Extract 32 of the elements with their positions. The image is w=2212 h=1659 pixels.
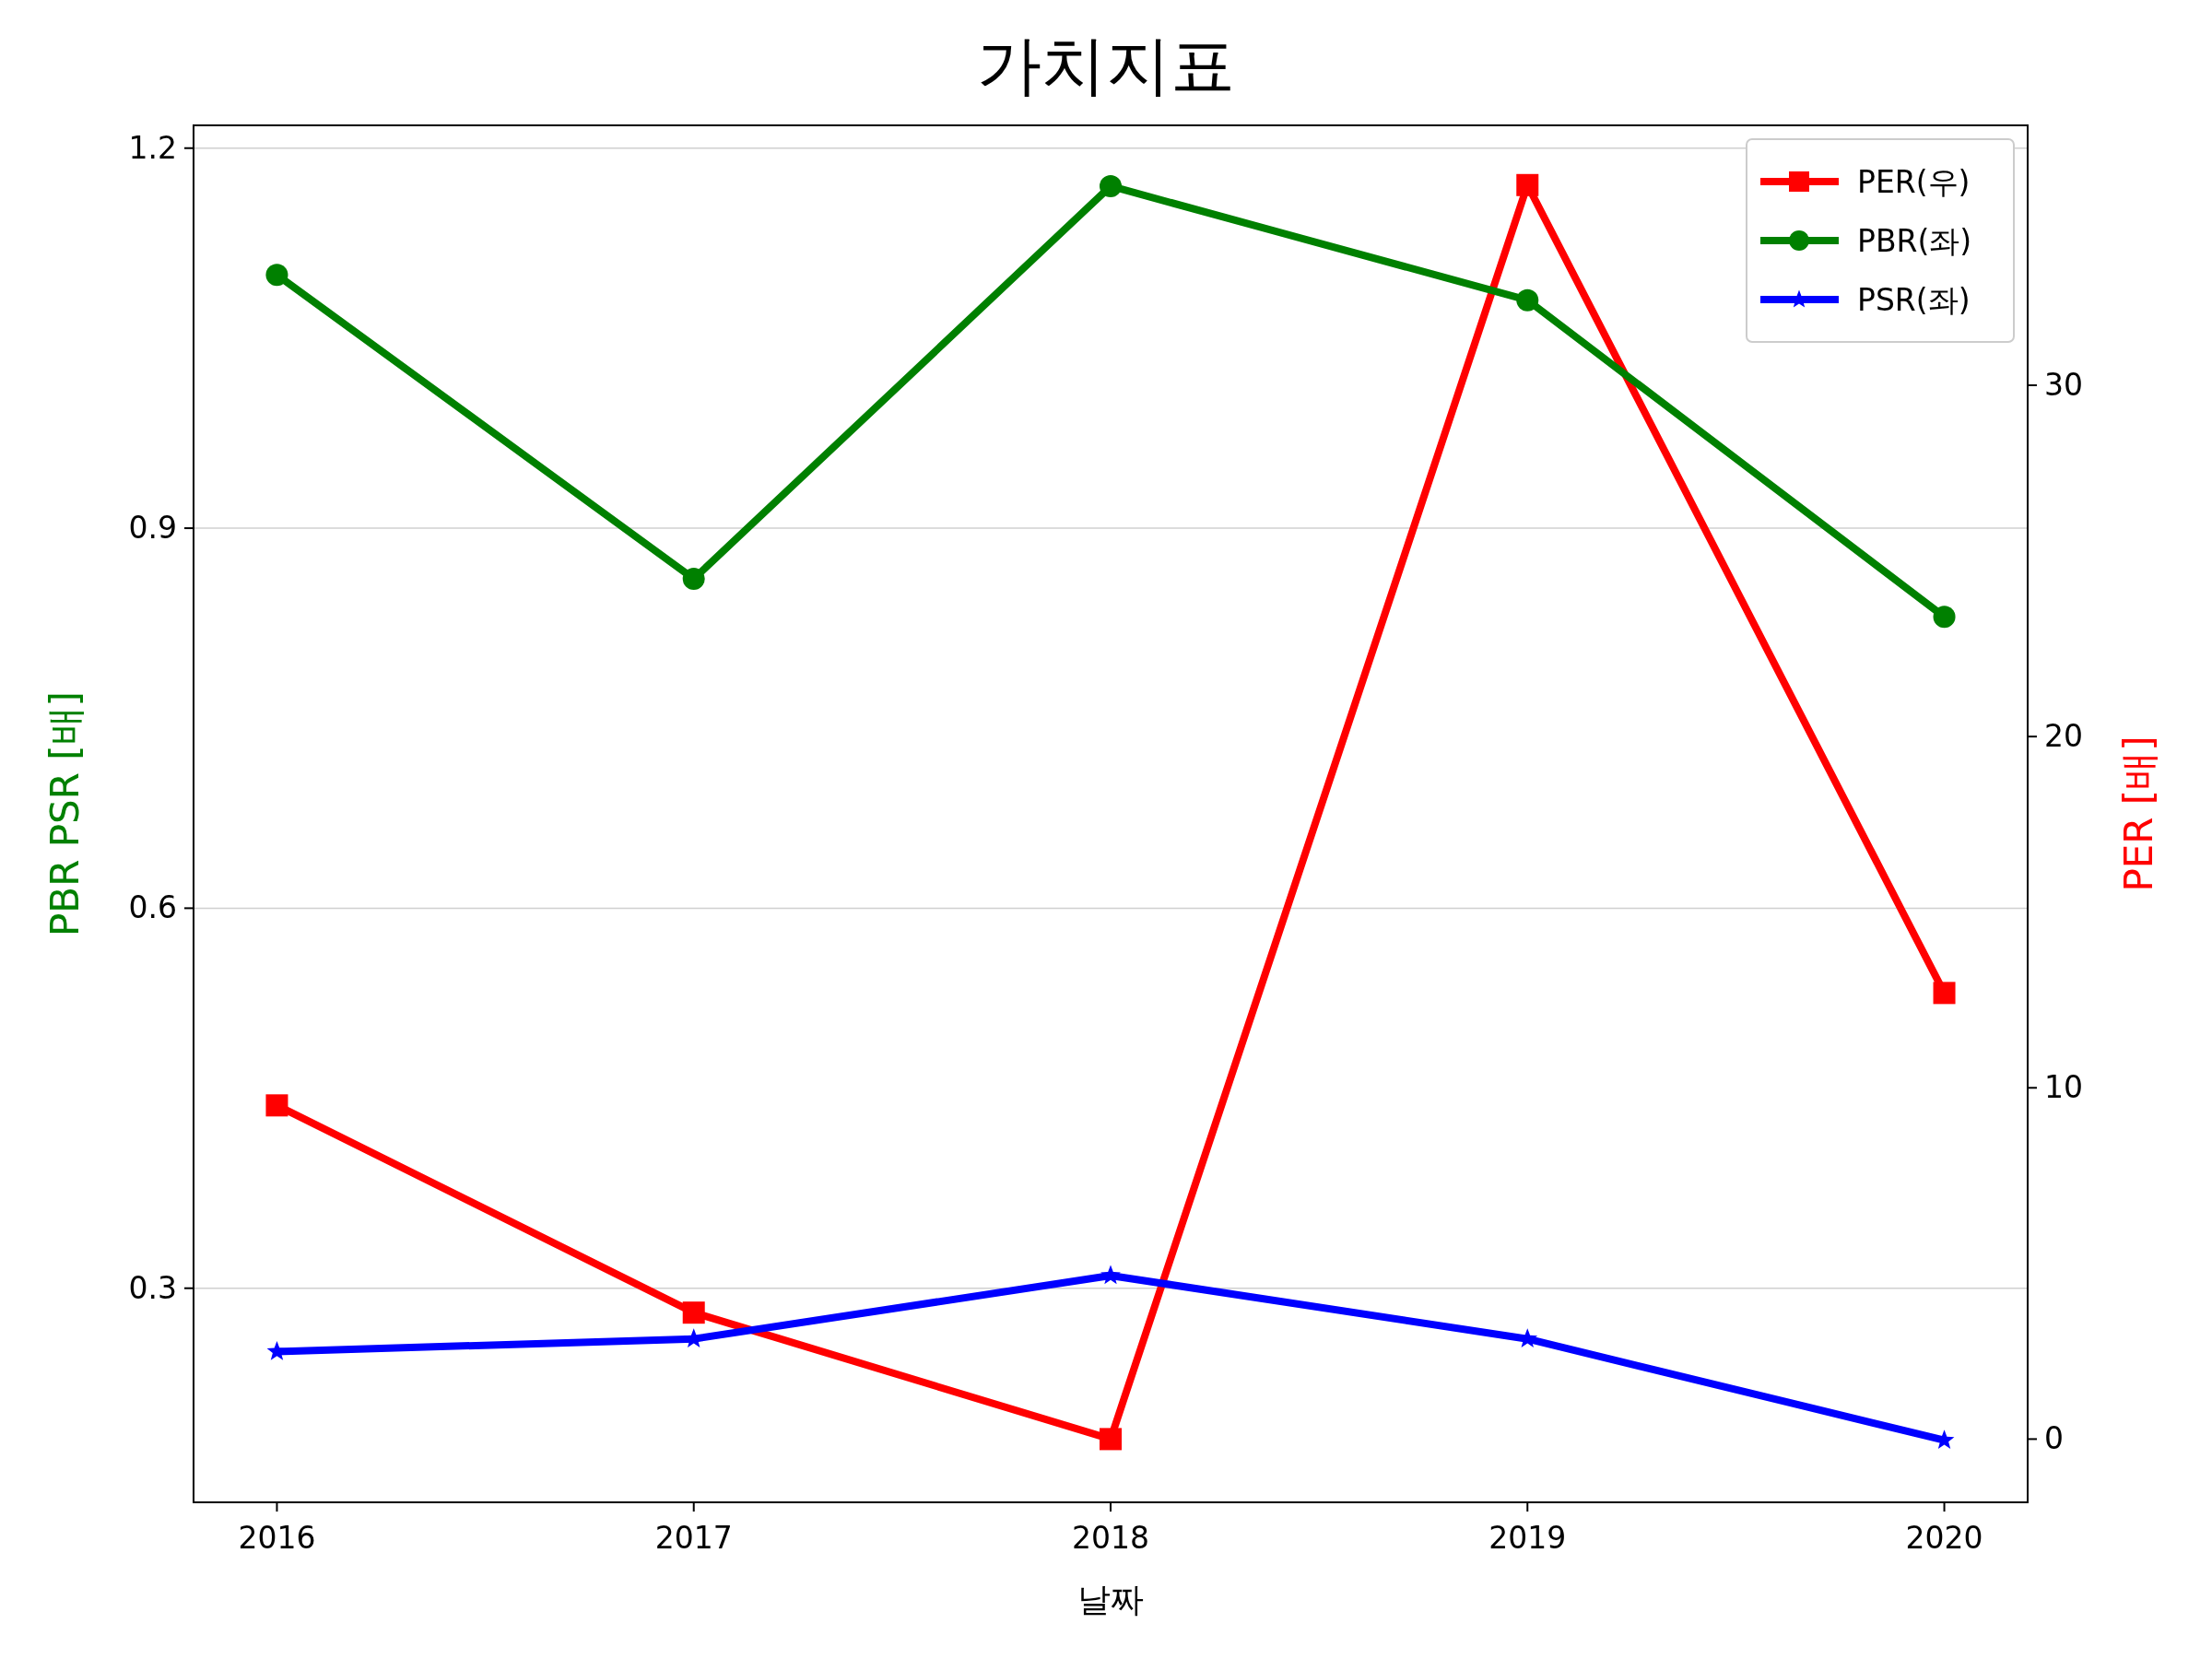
point [1516, 288, 1539, 312]
point [266, 1341, 288, 1360]
chart-title: 가치지표 [977, 28, 1235, 103]
x-axis-title: 날짜 [1077, 1581, 1144, 1618]
point [1100, 1265, 1121, 1285]
y2-tick-label: 20 [2044, 718, 2083, 755]
x-tick-label: 2019 [1488, 1520, 1567, 1556]
x-tick-label: 2018 [1072, 1520, 1149, 1556]
x-tick-label: 2017 [654, 1520, 733, 1556]
point [1516, 173, 1539, 196]
y2-tick-label: 30 [2044, 367, 2083, 404]
point [1100, 1428, 1122, 1451]
y-tick-label: 0.9 [128, 510, 177, 547]
point [265, 264, 288, 287]
y-tick-label: 1.2 [128, 129, 177, 166]
y2-tick-label: 10 [2044, 1069, 2083, 1106]
y2-axis-title: PER [배] [2116, 735, 2161, 892]
y-tick-label: 0.6 [128, 889, 177, 926]
legend-label: PER(우) [1857, 164, 1971, 200]
x-tick-label: 2020 [1905, 1520, 1983, 1556]
legend-label: PBR(좌) [1857, 223, 1972, 259]
point [265, 1094, 288, 1117]
point [1933, 606, 1956, 629]
legend-label: PSR(좌) [1857, 282, 1971, 318]
y-axis-title: PBR PSR [배] [42, 691, 88, 936]
y2-tick-label: 0 [2044, 1420, 2064, 1457]
x-tick-label: 2016 [238, 1520, 316, 1556]
y-tick-label: 0.3 [128, 1269, 177, 1306]
point [682, 1301, 705, 1324]
point [682, 568, 705, 591]
point [1100, 174, 1122, 197]
point [1933, 982, 1956, 1005]
